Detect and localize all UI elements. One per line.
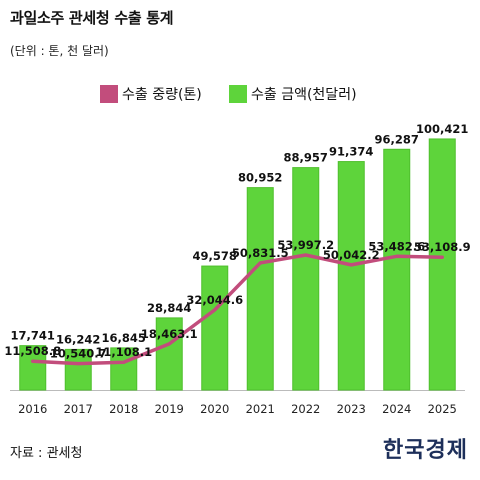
x-tick-label: 2025 — [428, 402, 457, 416]
bar-value-label: 80,952 — [238, 171, 282, 185]
x-tick-label: 2024 — [382, 402, 411, 416]
bar-2021 — [246, 187, 274, 391]
bar-value-label: 16,845 — [102, 331, 146, 345]
x-tick-label: 2016 — [18, 402, 47, 416]
weight-line — [31, 253, 444, 366]
bar-2020 — [201, 265, 229, 391]
bar-value-label: 96,287 — [375, 132, 419, 146]
bar-value-label: 49,578 — [193, 249, 237, 263]
line-value-label: 53,482.6 — [368, 239, 425, 253]
line-value-label: 32,044.6 — [186, 293, 243, 307]
line-value-label: 11,508.8 — [4, 344, 61, 358]
bar-value-label: 88,957 — [284, 151, 328, 165]
line-value-label: 50,831.5 — [232, 246, 289, 260]
bar-2017 — [64, 348, 92, 391]
bar-value-label: 100,421 — [416, 122, 468, 136]
bar-2025 — [428, 138, 456, 391]
legend-label-value: 수출 금액(천달러) — [251, 87, 357, 103]
x-tick-label: 2023 — [337, 402, 366, 416]
bar-2016 — [19, 345, 47, 391]
line-value-label: 11,108.1 — [95, 345, 152, 359]
legend-item-weight: 수출 중량(톤) — [100, 84, 202, 104]
legend-item-value: 수출 금액(천달러) — [229, 84, 357, 104]
bar-value-label: 16,242 — [56, 332, 100, 346]
bar-2024 — [383, 148, 411, 391]
legend-swatch-weight — [100, 85, 118, 103]
bar-value-label: 28,844 — [147, 301, 191, 315]
line-value-label: 18,463.1 — [141, 327, 198, 341]
chart-title: 과일소주 관세청 수출 통계 — [10, 9, 174, 27]
x-tick-label: 2018 — [109, 402, 138, 416]
legend: 수출 중량(톤) 수출 금액(천달러) — [0, 84, 480, 108]
bar-2023 — [337, 161, 365, 391]
bar-2019 — [155, 317, 183, 391]
line-value-label: 53,997.2 — [277, 238, 334, 252]
line-value-label: 53,108.9 — [414, 240, 471, 254]
bar-2018 — [110, 347, 138, 391]
bar-2022 — [292, 167, 320, 391]
x-tick-label: 2021 — [246, 402, 275, 416]
x-tick-label: 2017 — [64, 402, 93, 416]
legend-swatch-value — [229, 85, 247, 103]
line-value-label: 50,042.2 — [323, 248, 380, 262]
publisher-logo: 한국경제 — [383, 437, 468, 463]
x-tick-label: 2022 — [291, 402, 320, 416]
unit-note: (단위 : 톤, 천 달러) — [10, 44, 109, 58]
x-tick-label: 2019 — [155, 402, 184, 416]
legend-label-weight: 수출 중량(톤) — [122, 87, 202, 103]
source-note: 자료 : 관세청 — [10, 446, 83, 461]
bar-value-label: 17,741 — [11, 329, 55, 343]
line-value-label: 10,540.7 — [50, 347, 107, 361]
bar-value-label: 91,374 — [329, 145, 373, 159]
x-tick-label: 2020 — [200, 402, 229, 416]
